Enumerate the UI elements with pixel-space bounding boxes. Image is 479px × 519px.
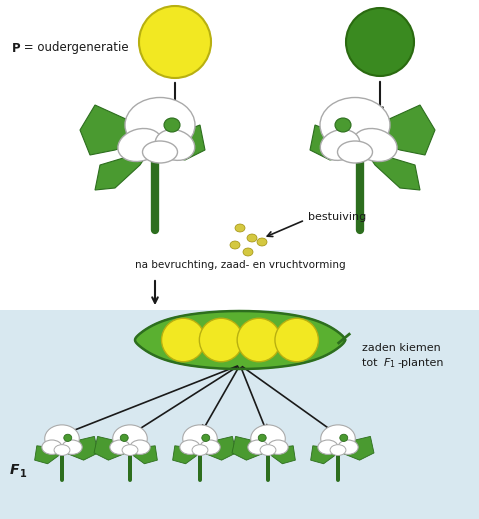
Ellipse shape [180, 440, 200, 455]
Ellipse shape [338, 141, 373, 163]
Ellipse shape [235, 224, 245, 232]
Ellipse shape [321, 425, 355, 452]
Text: P: P [12, 42, 21, 54]
Ellipse shape [122, 445, 138, 456]
Text: zaden kiemen: zaden kiemen [362, 343, 441, 353]
Polygon shape [132, 446, 158, 464]
Polygon shape [202, 436, 236, 460]
Ellipse shape [260, 445, 276, 456]
FancyBboxPatch shape [0, 310, 479, 519]
Polygon shape [259, 431, 277, 452]
Ellipse shape [161, 318, 205, 362]
Polygon shape [270, 446, 296, 464]
Ellipse shape [139, 6, 211, 78]
Ellipse shape [164, 118, 180, 132]
Polygon shape [34, 446, 60, 464]
Ellipse shape [340, 434, 348, 442]
Ellipse shape [248, 440, 268, 455]
Ellipse shape [182, 425, 217, 452]
Ellipse shape [320, 130, 360, 160]
Text: na bevruchting, zaad- en vruchtvorming: na bevruchting, zaad- en vruchtvorming [135, 260, 345, 270]
Polygon shape [53, 431, 70, 452]
Polygon shape [94, 436, 128, 460]
Ellipse shape [318, 440, 338, 455]
Ellipse shape [237, 318, 281, 362]
Polygon shape [340, 436, 374, 460]
Ellipse shape [54, 445, 70, 456]
Ellipse shape [320, 98, 390, 153]
Ellipse shape [268, 440, 288, 455]
Ellipse shape [155, 130, 194, 160]
Text: $F_1$: $F_1$ [383, 356, 396, 370]
Ellipse shape [247, 234, 257, 242]
Ellipse shape [200, 440, 220, 455]
Polygon shape [330, 431, 347, 452]
Polygon shape [80, 105, 150, 155]
Ellipse shape [258, 434, 266, 442]
Polygon shape [232, 436, 266, 460]
Polygon shape [337, 115, 373, 153]
Ellipse shape [118, 129, 162, 161]
Ellipse shape [330, 445, 346, 456]
Polygon shape [135, 311, 345, 369]
Polygon shape [121, 431, 138, 452]
Ellipse shape [251, 425, 285, 452]
Ellipse shape [275, 318, 319, 362]
Ellipse shape [230, 241, 240, 249]
Text: 1: 1 [20, 469, 27, 479]
Ellipse shape [243, 248, 253, 256]
Ellipse shape [125, 98, 195, 153]
Ellipse shape [120, 434, 128, 442]
Text: tot: tot [362, 358, 381, 368]
Polygon shape [64, 436, 98, 460]
Polygon shape [365, 105, 435, 155]
Ellipse shape [113, 425, 147, 452]
Polygon shape [95, 150, 150, 190]
Ellipse shape [199, 318, 243, 362]
Ellipse shape [110, 440, 130, 455]
Polygon shape [142, 115, 178, 153]
Polygon shape [311, 446, 336, 464]
Ellipse shape [142, 141, 178, 163]
Ellipse shape [42, 440, 62, 455]
Ellipse shape [62, 440, 82, 455]
Ellipse shape [192, 445, 208, 456]
Ellipse shape [45, 425, 80, 452]
Polygon shape [310, 125, 355, 160]
Ellipse shape [335, 118, 351, 132]
Text: bestuiving: bestuiving [308, 212, 366, 222]
Ellipse shape [64, 434, 72, 442]
Text: F: F [10, 463, 20, 477]
Ellipse shape [346, 8, 414, 76]
Ellipse shape [353, 129, 397, 161]
Ellipse shape [130, 440, 150, 455]
Ellipse shape [338, 440, 358, 455]
Ellipse shape [257, 238, 267, 246]
Text: = oudergeneratie: = oudergeneratie [20, 42, 129, 54]
Polygon shape [172, 446, 198, 464]
Polygon shape [365, 150, 420, 190]
Polygon shape [160, 125, 205, 160]
Text: -planten: -planten [397, 358, 444, 368]
Polygon shape [191, 431, 209, 452]
Ellipse shape [202, 434, 210, 442]
